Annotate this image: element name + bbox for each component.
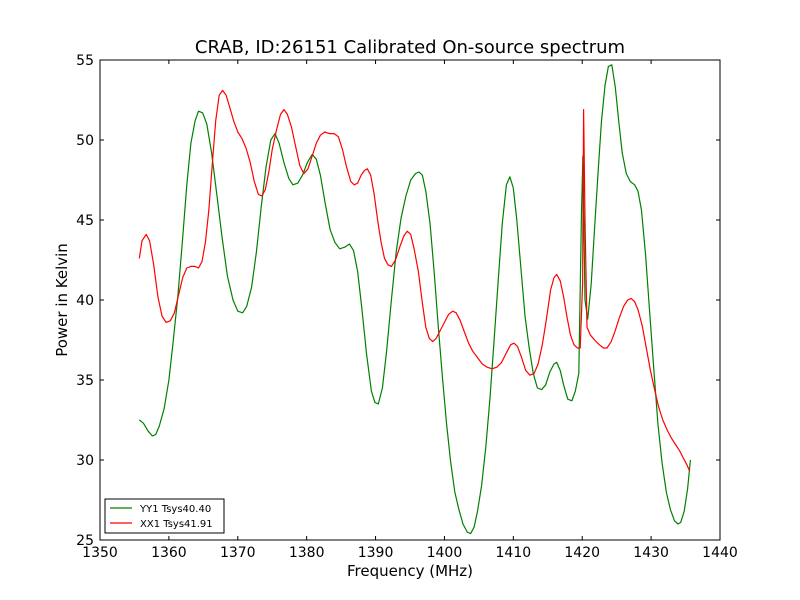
x-tick-label: 1430 <box>633 545 669 561</box>
tick-group: 1350 1360 1370 1380 1390 1400 1410 1420 1430 1440… <box>76 53 738 561</box>
y-tick-label: 25 <box>76 533 94 549</box>
legend-label-xx1: XX1 Tsys41.91 <box>140 519 213 530</box>
chart-title: CRAB, ID:26151 Calibrated On-source spec… <box>195 37 625 58</box>
x-tick-label: 1400 <box>427 545 463 561</box>
series-group <box>138 64 691 535</box>
x-tick-label: 1440 <box>702 545 738 561</box>
x-tick-label: 1350 <box>82 545 118 561</box>
y-tick-label: 45 <box>76 213 94 229</box>
x-tick-label: 1420 <box>564 545 600 561</box>
y-tick-label: 40 <box>76 293 94 309</box>
x-tick-label: 1370 <box>220 545 256 561</box>
x-tick-label: 1410 <box>496 545 532 561</box>
x-tick-label: 1380 <box>289 545 325 561</box>
legend-label-yy1: YY1 Tsys40.40 <box>139 504 211 515</box>
legend-box <box>104 498 225 534</box>
plot-area <box>100 60 720 540</box>
y-tick-label: 50 <box>76 133 94 149</box>
series-line-yy1 <box>138 64 691 535</box>
y-tick-label: 55 <box>76 53 94 69</box>
y-tick-label: 30 <box>76 453 94 469</box>
y-axis-label: Power in Kelvin <box>53 243 71 357</box>
series-line-xx1 <box>138 89 691 472</box>
x-tick-label: 1360 <box>151 545 187 561</box>
y-tick-label: 35 <box>76 373 94 389</box>
legend: YY1 Tsys40.40 XX1 Tsys41.91 <box>104 498 225 534</box>
x-tick-label: 1390 <box>358 545 394 561</box>
x-axis-label: Frequency (MHz) <box>347 562 473 580</box>
